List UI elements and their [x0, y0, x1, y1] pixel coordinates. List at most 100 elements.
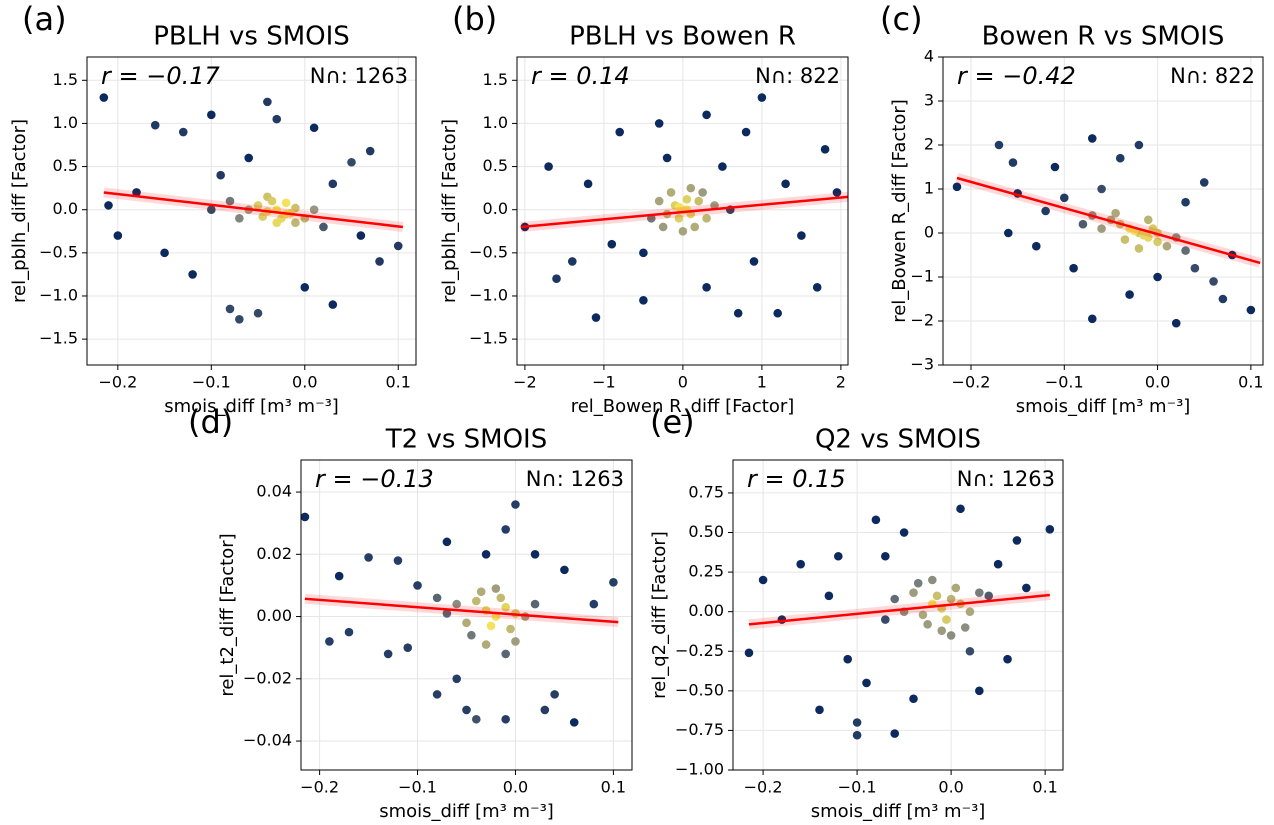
point [796, 559, 805, 569]
y-tick-label: 1.5 [53, 70, 78, 89]
point [609, 578, 618, 587]
fit-line [956, 176, 1261, 265]
y-tick-label: 1.0 [53, 113, 78, 132]
fit-line [304, 597, 619, 624]
point [1012, 536, 1022, 545]
point [1078, 219, 1088, 229]
point [501, 714, 510, 724]
fit-line [748, 593, 1050, 626]
point [1022, 583, 1031, 593]
point [235, 214, 244, 223]
y-tick-label: 1.5 [483, 70, 508, 89]
y-tick-label: 3 [924, 91, 934, 110]
point [432, 690, 442, 699]
x-tick-label: 0.0 [503, 778, 528, 797]
point [975, 588, 984, 597]
y-tick-label: −1.5 [39, 329, 78, 348]
panel-title: Q2 vs SMOIS [815, 425, 981, 455]
point [946, 594, 956, 604]
point [511, 637, 520, 646]
point [1008, 158, 1018, 167]
x-tick-label: −0.1 [838, 778, 877, 797]
x-tick-label: 0.1 [386, 373, 411, 392]
panel-title: Bowen R vs SMOIS [982, 22, 1225, 52]
point [674, 214, 684, 223]
point [328, 300, 338, 309]
point [300, 283, 310, 292]
point [207, 110, 216, 120]
point [452, 599, 462, 609]
point [781, 179, 790, 189]
point [244, 153, 253, 163]
point [393, 556, 403, 565]
point [698, 188, 707, 197]
point [890, 729, 900, 738]
panel-title: T2 vs SMOIS [385, 425, 547, 455]
y-tick-label: 0.00 [688, 601, 724, 620]
panel: −0.2 −0.1 0.0 0.1 −1.00 −0.75 −0.50 −0.25 0.00 0.… [649, 403, 1064, 822]
point [1134, 244, 1144, 253]
y-tick-label: 4 [924, 47, 934, 66]
point [1050, 162, 1060, 172]
annotation-r: r = −0.13 [315, 465, 434, 493]
point [344, 627, 354, 637]
point [486, 621, 496, 631]
point [984, 591, 994, 601]
point [225, 196, 235, 206]
panel-title: PBLH vs SMOIS [153, 22, 350, 52]
point [852, 718, 862, 727]
point [591, 313, 601, 322]
point [272, 218, 282, 227]
y-tick-label: −0.75 [675, 720, 724, 739]
points [744, 504, 1055, 740]
point [832, 188, 842, 197]
point [741, 127, 751, 137]
x-tick-label: 2 [836, 373, 846, 392]
annotation-n: N∩: 1263 [957, 467, 1055, 491]
point [540, 705, 550, 715]
y-tick-label: −1.5 [469, 329, 508, 348]
point [639, 295, 648, 305]
panel-label: (a) [22, 0, 67, 38]
point [272, 114, 282, 124]
annotation-r: r = 0.14 [531, 62, 630, 90]
y-tick-label: −1.0 [469, 285, 508, 304]
y-tick-label: 0.00 [256, 606, 292, 625]
point [506, 624, 515, 634]
point [462, 705, 471, 715]
plot-frame [86, 56, 417, 366]
y-tick-label: −0.02 [243, 668, 292, 687]
point [881, 615, 890, 624]
point [674, 202, 684, 212]
y-tick-label: 0.0 [483, 199, 508, 218]
point [607, 239, 617, 249]
x-tick-label: −0.1 [398, 778, 437, 797]
point [975, 686, 984, 696]
y-tick-label: −1 [910, 267, 934, 286]
point [690, 222, 700, 232]
panel-title: PBLH vs Bowen R [569, 22, 796, 52]
point [476, 587, 486, 596]
point [462, 618, 471, 628]
point [820, 145, 830, 154]
point [1120, 235, 1130, 244]
plot-frame [300, 459, 633, 771]
point [550, 690, 559, 699]
point [511, 500, 520, 509]
points [301, 500, 619, 727]
point [496, 593, 506, 603]
point [1003, 654, 1012, 664]
point [393, 241, 403, 251]
point [654, 196, 664, 206]
plot-frame [516, 56, 849, 366]
point [937, 626, 947, 635]
panel-label: (d) [188, 403, 233, 441]
point [334, 571, 344, 581]
y-axis-label: rel_Bowen R_diff [Factor] [889, 99, 910, 323]
point [235, 314, 244, 324]
panel-label: (b) [452, 0, 497, 38]
point [328, 179, 338, 189]
y-tick-label: −0.50 [675, 680, 724, 699]
point [1134, 140, 1144, 150]
x-tick-label: 1 [757, 373, 767, 392]
